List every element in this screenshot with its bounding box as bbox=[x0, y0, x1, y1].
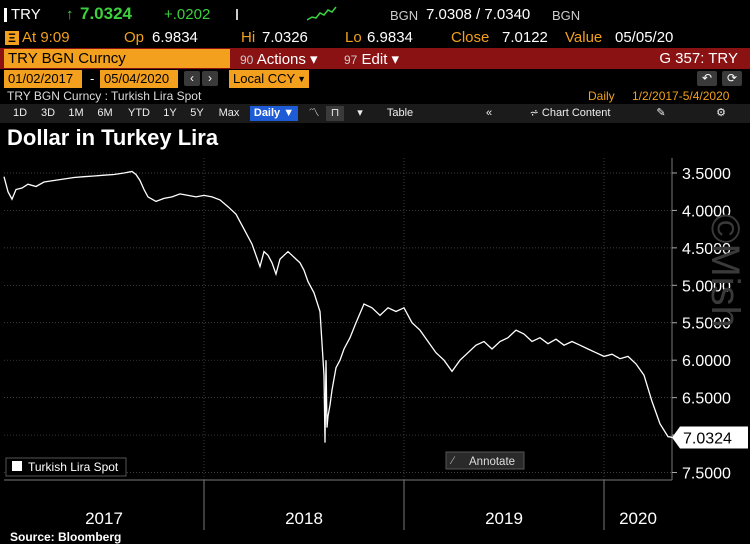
edit-number: 97 bbox=[344, 53, 358, 67]
timeframe-3d[interactable]: 3D bbox=[40, 107, 56, 119]
y-tick-label: 5.5000 bbox=[682, 316, 731, 333]
next-range-button[interactable]: › bbox=[202, 71, 218, 86]
y-tick-label: 3.5000 bbox=[682, 166, 731, 183]
ticker-bar: TRY ↑ 7.0324 +.0202 BGN 7.0308 / 7.0340 … bbox=[0, 0, 750, 28]
timeframe-5y[interactable]: 5Y bbox=[190, 107, 204, 119]
net-change: +.0202 bbox=[164, 6, 211, 23]
currency-value: Local CCY bbox=[233, 71, 296, 86]
last-value-flag bbox=[672, 426, 748, 449]
x-tick-label: 2019 bbox=[485, 509, 523, 528]
source-note: Source: Bloomberg bbox=[10, 530, 122, 544]
x-tick-label: 2017 bbox=[85, 509, 123, 528]
y-tick-label: 6.0000 bbox=[682, 353, 731, 370]
function-code: G 357: TRY bbox=[659, 50, 738, 67]
value-label: Value bbox=[565, 29, 603, 46]
edit-menu[interactable]: 97 Edit ▾ bbox=[344, 50, 399, 68]
chart-title: Dollar in Turkey Lira bbox=[7, 125, 219, 150]
chart-toolbar: 1D 3D 1M 6M YTD 1Y 5Y Max Daily ▼ 〽 ⊓ ▾ … bbox=[0, 104, 750, 123]
last-value-label: 7.0324 bbox=[672, 426, 748, 449]
tick-indicator-icon bbox=[236, 9, 238, 20]
up-arrow-icon: ↑ bbox=[66, 6, 74, 23]
y-tick-label: 6.5000 bbox=[682, 391, 731, 408]
close-value: 7.0122 bbox=[502, 29, 548, 46]
line-chart-icon[interactable]: 〽 bbox=[308, 107, 320, 119]
close-label: Close bbox=[451, 29, 490, 46]
low-label: Lo bbox=[345, 29, 362, 46]
range-label: 1/2/2017-5/4/2020 bbox=[632, 89, 730, 103]
y-tick-label: 5.0000 bbox=[682, 278, 731, 295]
quote-bar: Ξ At 9:09 Op 6.9834 Hi 7.0326 Lo 6.9834 … bbox=[0, 28, 750, 48]
undo-button[interactable]: ↶ bbox=[697, 71, 717, 86]
actions-menu[interactable]: 90 Actions ▾ bbox=[240, 50, 318, 68]
legend-label: Turkish Lira Spot bbox=[28, 460, 119, 474]
collapse-icon[interactable]: « bbox=[485, 107, 493, 119]
timeframe-max[interactable]: Max bbox=[218, 107, 240, 119]
bid-ask: 7.0308 / 7.0340 bbox=[426, 6, 531, 23]
high-label: Hi bbox=[241, 29, 256, 46]
annotate-label: Annotate bbox=[469, 456, 515, 468]
y-tick-label: 4.0000 bbox=[682, 203, 731, 220]
bar-chart-icon[interactable]: ⊓ bbox=[326, 106, 344, 121]
y-tick-label: 4.5000 bbox=[682, 241, 731, 258]
table-button[interactable]: Table bbox=[386, 107, 414, 119]
period-label: Daily bbox=[588, 89, 615, 103]
open-label: Op bbox=[124, 29, 145, 46]
x-tick-label: 2020 bbox=[619, 509, 657, 528]
low-value: 6.9834 bbox=[367, 29, 413, 46]
x-tick-label: 2018 bbox=[285, 509, 323, 528]
quote-time: At 9:09 bbox=[22, 29, 70, 46]
range-bar: 01/02/2017 - 05/04/2020 ‹ › Local CCY ▼ … bbox=[0, 69, 750, 88]
end-date-input[interactable]: 05/04/2020 bbox=[100, 70, 178, 88]
timeframe-1m[interactable]: 1M bbox=[68, 107, 84, 119]
timeframe-6m[interactable]: 6M bbox=[97, 107, 113, 119]
ask-source: BGN bbox=[552, 8, 581, 23]
prev-range-button[interactable]: ‹ bbox=[184, 71, 200, 86]
refresh-button[interactable]: ⟳ bbox=[722, 71, 742, 86]
value-date: 05/05/20 bbox=[615, 29, 674, 46]
y-tick-label: 7.5000 bbox=[682, 466, 731, 483]
y-axis: 3.5000 4.0000 4.5000 5.0000 5.5000 6.0000 6.50… bbox=[671, 158, 731, 483]
open-value: 6.9834 bbox=[152, 29, 198, 46]
security-description: TRY BGN Curncy : Turkish Lira Spot bbox=[7, 89, 202, 103]
series-line-turkish-lira-spot bbox=[3, 170, 673, 443]
line-chart: 3.5000 4.0000 4.5000 5.0000 5.5000 6.0000 6.50… bbox=[3, 158, 748, 530]
chevron-down-icon: ▼ bbox=[297, 74, 306, 84]
actions-label: Actions ▾ bbox=[256, 51, 318, 68]
annotate-pencil-icon: ∕ bbox=[449, 455, 456, 467]
chart-grid bbox=[4, 158, 672, 480]
timeframe-1d[interactable]: 1D bbox=[12, 107, 28, 119]
sparkline-icon bbox=[306, 5, 337, 27]
ticker-symbol[interactable]: TRY bbox=[11, 6, 41, 23]
settings-gear-icon[interactable]: ⚙ bbox=[716, 107, 726, 119]
last-price: 7.0324 bbox=[80, 4, 132, 23]
command-bar: TRY BGN Curncy 90 Actions ▾ 97 Edit ▾ G … bbox=[0, 48, 750, 69]
timeframe-1y[interactable]: 1Y bbox=[163, 107, 177, 119]
chart-content-icon: ⩫ bbox=[529, 107, 542, 119]
bid-source: BGN bbox=[390, 8, 419, 23]
currency-select[interactable]: Local CCY ▼ bbox=[229, 70, 309, 88]
high-value: 7.0326 bbox=[262, 29, 308, 46]
alert-badge-icon: Ξ bbox=[5, 31, 19, 45]
edit-label: Edit ▾ bbox=[361, 51, 400, 68]
annotate-button[interactable]: ∕ Annotate bbox=[445, 451, 525, 470]
chart-content-button[interactable]: ⩫ Chart Content bbox=[520, 106, 620, 121]
security-field[interactable]: TRY BGN Curncy bbox=[4, 49, 230, 68]
frequency-select[interactable]: Daily ▼ bbox=[250, 106, 298, 121]
ticker-flag-icon bbox=[4, 8, 7, 22]
edit-pencil-icon[interactable]: ✎ bbox=[656, 107, 666, 119]
watermark: ©Mish bbox=[703, 214, 747, 328]
last-value-text: 7.0324 bbox=[683, 430, 732, 447]
chart-legend: Turkish Lira Spot bbox=[5, 457, 127, 477]
start-date-input[interactable]: 01/02/2017 bbox=[4, 70, 82, 88]
x-axis: 2017 2018 2019 2020 bbox=[4, 479, 672, 530]
info-bar: TRY BGN Curncy : Turkish Lira Spot Daily… bbox=[0, 88, 750, 104]
timeframe-ytd[interactable]: YTD bbox=[128, 107, 150, 119]
chart-content-label: Chart Content bbox=[541, 107, 611, 119]
range-separator: - bbox=[90, 71, 95, 86]
legend-swatch bbox=[12, 461, 22, 471]
chart-type-dropdown-icon[interactable]: ▾ bbox=[357, 107, 363, 119]
actions-number: 90 bbox=[240, 53, 254, 67]
